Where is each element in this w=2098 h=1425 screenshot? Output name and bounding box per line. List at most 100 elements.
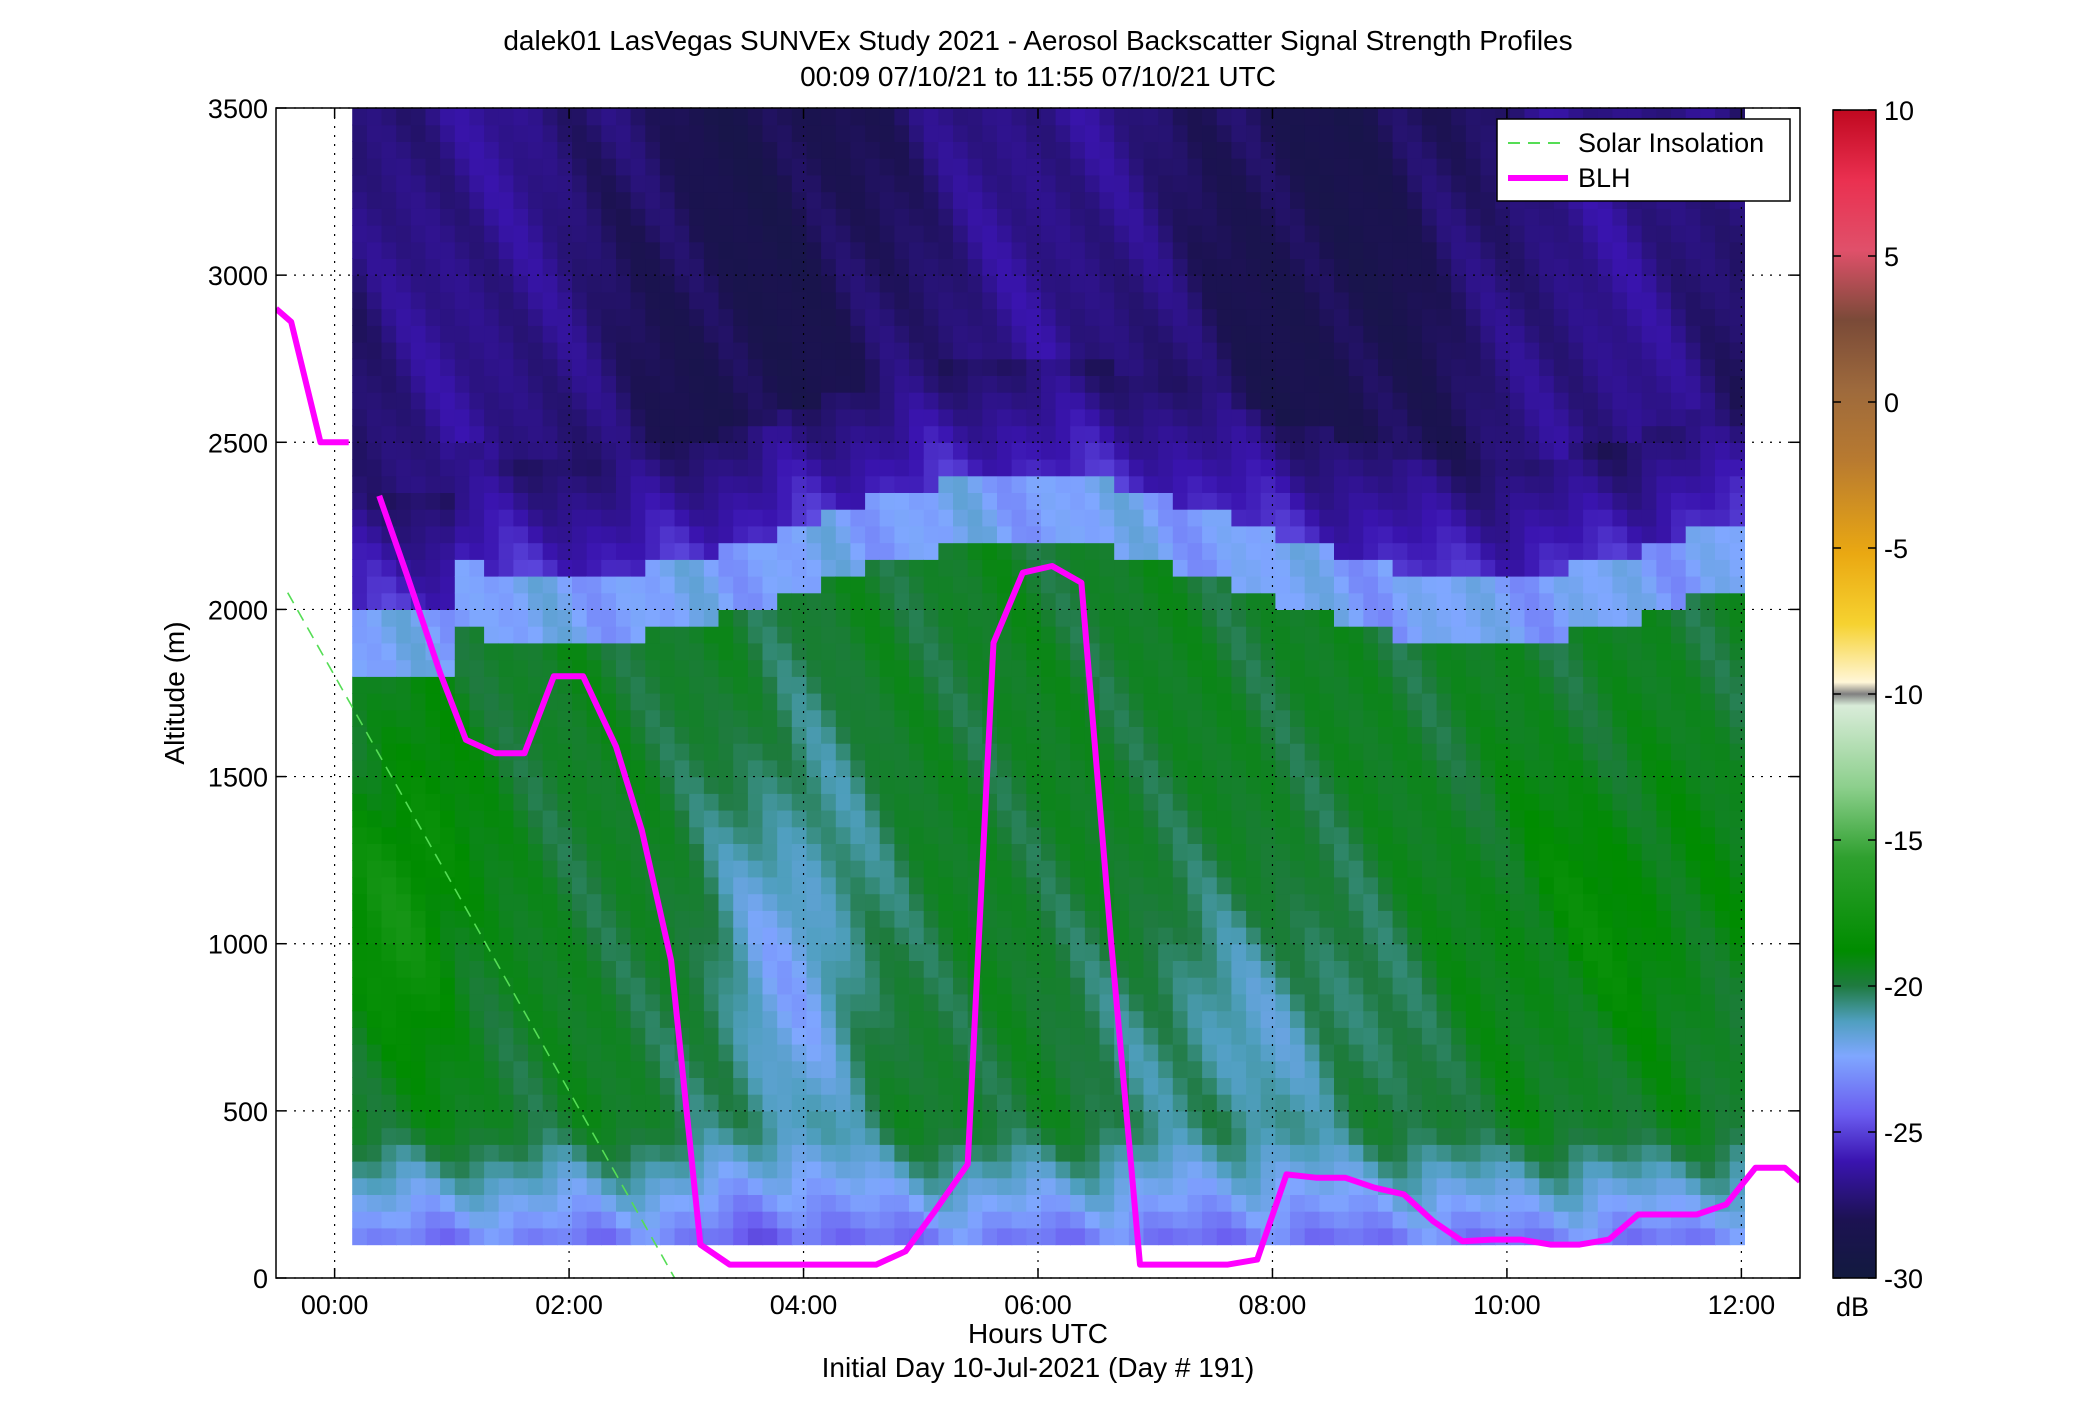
heatmap-cell <box>1348 275 1364 293</box>
heatmap-cell <box>498 1127 514 1145</box>
heatmap-cell <box>1099 1177 1115 1195</box>
heatmap-cell <box>601 1211 617 1229</box>
heatmap-cell <box>967 342 983 360</box>
heatmap-cell <box>806 174 822 193</box>
heatmap-cell <box>1128 993 1145 1012</box>
heatmap-cell <box>1040 191 1057 209</box>
heatmap-cell <box>1319 1127 1335 1145</box>
heatmap-cell <box>1275 208 1291 226</box>
heatmap-cell <box>835 1044 852 1062</box>
heatmap-cell <box>1187 826 1203 844</box>
heatmap-cell <box>806 492 822 510</box>
heatmap-cell <box>1334 693 1350 711</box>
heatmap-cell <box>1114 124 1130 142</box>
heatmap-cell <box>865 609 881 627</box>
heatmap-cell <box>1231 642 1247 661</box>
heatmap-cell <box>1348 325 1364 343</box>
heatmap-cell <box>997 910 1013 928</box>
heatmap-cell <box>879 927 895 945</box>
heatmap-cell <box>909 776 925 794</box>
heatmap-cell <box>791 1077 808 1095</box>
heatmap-cell <box>528 943 544 961</box>
heatmap-cell <box>806 793 822 811</box>
heatmap-cell <box>1216 843 1233 861</box>
heatmap-cell <box>997 442 1013 460</box>
heatmap-cell <box>1172 843 1189 861</box>
heatmap-cell <box>1334 910 1350 928</box>
heatmap-cell <box>484 826 500 844</box>
heatmap-cell <box>1407 492 1423 510</box>
heatmap-cell <box>616 124 632 142</box>
heatmap-cell <box>733 492 749 510</box>
heatmap-cell <box>454 793 471 811</box>
heatmap-cell <box>1158 576 1174 594</box>
heatmap-cell <box>1421 1144 1438 1162</box>
heatmap-cell <box>1378 1077 1394 1095</box>
heatmap-cell <box>645 191 661 209</box>
heatmap-cell <box>1143 1144 1159 1162</box>
heatmap-cell <box>1216 709 1233 727</box>
heatmap-cell <box>440 726 456 744</box>
heatmap-cell <box>1231 225 1247 243</box>
heatmap-cell <box>498 342 514 360</box>
heatmap-cell <box>616 308 632 326</box>
heatmap-cell <box>923 1110 939 1129</box>
heatmap-cell <box>542 1144 558 1162</box>
heatmap-cell <box>1202 659 1218 677</box>
heatmap-cell <box>689 208 705 226</box>
heatmap-cell <box>1334 275 1350 293</box>
heatmap-cell <box>1143 275 1159 293</box>
heatmap-cell <box>1290 1211 1306 1229</box>
heatmap-cell <box>1158 291 1174 310</box>
heatmap-cell <box>630 525 646 544</box>
heatmap-cell <box>498 1060 514 1078</box>
heatmap-cell <box>1304 1144 1320 1162</box>
heatmap-cell <box>909 275 925 293</box>
heatmap-cell <box>381 843 397 861</box>
heatmap-cell <box>1275 576 1291 594</box>
heatmap-cell <box>542 525 558 544</box>
heatmap-cell <box>454 325 471 343</box>
heatmap-cell <box>1114 1144 1130 1162</box>
heatmap-cell <box>1304 408 1320 427</box>
heatmap-cell <box>982 1044 998 1062</box>
heatmap-cell <box>572 124 588 142</box>
heatmap-cell <box>1392 1161 1408 1179</box>
heatmap-cell <box>791 693 808 711</box>
heatmap-cell <box>498 910 514 928</box>
heatmap-cell <box>513 392 529 410</box>
heatmap-cell <box>659 325 676 343</box>
heatmap-cell <box>1334 993 1350 1012</box>
heatmap-cell <box>1407 459 1423 477</box>
heatmap-cell <box>381 275 397 293</box>
heatmap-cell <box>997 1044 1013 1062</box>
heatmap-cell <box>718 659 734 677</box>
heatmap-cell <box>601 442 617 460</box>
heatmap-cell <box>469 676 485 694</box>
heatmap-cell <box>1158 442 1174 460</box>
heatmap-cell <box>865 459 881 477</box>
heatmap-cell <box>821 977 837 995</box>
heatmap-cell <box>1026 592 1042 610</box>
heatmap-cell <box>1260 693 1276 711</box>
heatmap-cell <box>484 1211 500 1229</box>
heatmap-cell <box>1407 977 1423 995</box>
heatmap-cell <box>850 342 866 360</box>
heatmap-cell <box>762 759 778 778</box>
heatmap-cell <box>1246 258 1262 276</box>
heatmap-cell <box>909 626 925 644</box>
heatmap-cell <box>674 459 690 477</box>
heatmap-cell <box>674 291 690 310</box>
heatmap-cell <box>1231 141 1247 159</box>
heatmap-cell <box>1378 1094 1394 1112</box>
heatmap-cell <box>674 191 690 209</box>
heatmap-cell <box>1026 408 1042 427</box>
heatmap-cell <box>777 392 793 410</box>
heatmap-cell <box>703 977 720 995</box>
heatmap-cell <box>718 709 734 727</box>
heatmap-cell <box>1099 609 1115 627</box>
heatmap-cell <box>1392 392 1408 410</box>
heatmap-cell <box>1246 108 1262 126</box>
heatmap-cell <box>1392 108 1408 126</box>
heatmap-cell <box>1172 241 1189 259</box>
